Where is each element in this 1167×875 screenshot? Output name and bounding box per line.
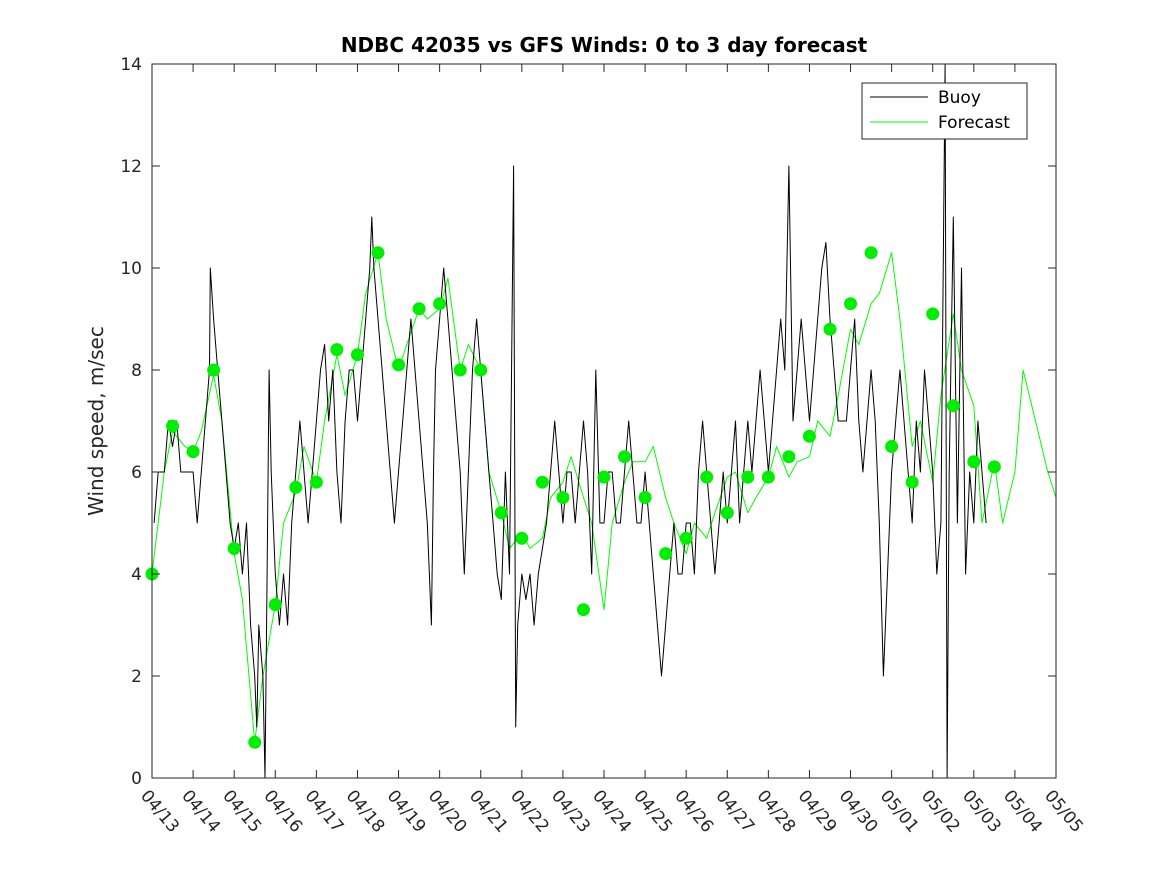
forecast-marker bbox=[227, 542, 241, 555]
y-axis-label: Wind speed, m/sec bbox=[84, 326, 108, 516]
forecast-marker bbox=[166, 419, 180, 433]
forecast-marker bbox=[741, 470, 755, 484]
forecast-marker bbox=[515, 531, 529, 545]
forecast-marker bbox=[761, 470, 775, 484]
forecast-marker bbox=[679, 531, 693, 545]
forecast-marker bbox=[207, 363, 221, 377]
forecast-marker bbox=[946, 399, 960, 413]
forecast-marker bbox=[535, 475, 549, 489]
forecast-marker bbox=[350, 348, 364, 362]
y-tick-label: 2 bbox=[131, 667, 142, 687]
y-axis: 0 2 4 6 8 10 12 14 bbox=[120, 55, 1056, 789]
forecast-marker bbox=[802, 429, 816, 443]
legend: Buoy Forecast bbox=[861, 82, 1028, 140]
forecast-marker bbox=[309, 475, 323, 489]
forecast-marker bbox=[433, 297, 447, 311]
forecast-marker bbox=[392, 358, 406, 372]
y-tick-label: 12 bbox=[120, 157, 142, 177]
legend-box bbox=[861, 82, 1028, 140]
forecast-marker bbox=[659, 547, 673, 561]
y-tick-label: 0 bbox=[131, 769, 142, 789]
forecast-marker bbox=[248, 735, 262, 749]
forecast-marker bbox=[782, 450, 796, 464]
y-tick-label: 8 bbox=[131, 361, 142, 381]
forecast-marker bbox=[905, 475, 919, 489]
forecast-marker bbox=[638, 491, 652, 504]
forecast-marker bbox=[720, 506, 734, 520]
forecast-marker bbox=[268, 598, 282, 612]
legend-label-forecast: Forecast bbox=[938, 113, 1010, 133]
plot-background bbox=[152, 64, 1056, 778]
forecast-marker bbox=[186, 445, 200, 459]
series-line-forecast bbox=[151, 252, 1057, 743]
forecast-marker bbox=[700, 470, 714, 484]
y-tick-label: 4 bbox=[131, 565, 142, 585]
forecast-marker bbox=[556, 491, 570, 504]
forecast-marker bbox=[844, 297, 858, 311]
forecast-marker bbox=[371, 246, 385, 260]
chart-title: NDBC 42035 vs GFS Winds: 0 to 3 day fore… bbox=[341, 33, 868, 57]
forecast-marker bbox=[330, 343, 344, 357]
forecast-marker bbox=[618, 450, 632, 464]
forecast-marker bbox=[412, 302, 426, 316]
forecast-marker-layer bbox=[145, 246, 1001, 749]
forecast-marker bbox=[926, 307, 940, 321]
forecast-marker bbox=[453, 363, 467, 377]
y-tick-label: 10 bbox=[120, 259, 142, 279]
forecast-marker bbox=[823, 322, 837, 336]
forecast-marker bbox=[494, 506, 508, 520]
forecast-marker bbox=[967, 455, 981, 469]
forecast-marker bbox=[576, 603, 590, 617]
plot-area bbox=[145, 63, 1057, 779]
forecast-marker bbox=[289, 480, 303, 494]
y-tick-label: 14 bbox=[120, 55, 142, 75]
legend-label-buoy: Buoy bbox=[938, 88, 981, 108]
forecast-marker bbox=[474, 363, 488, 377]
forecast-marker bbox=[987, 460, 1001, 474]
y-tick-label: 6 bbox=[131, 463, 142, 483]
forecast-marker bbox=[885, 440, 899, 453]
forecast-marker bbox=[864, 246, 878, 260]
forecast-marker bbox=[597, 470, 611, 484]
